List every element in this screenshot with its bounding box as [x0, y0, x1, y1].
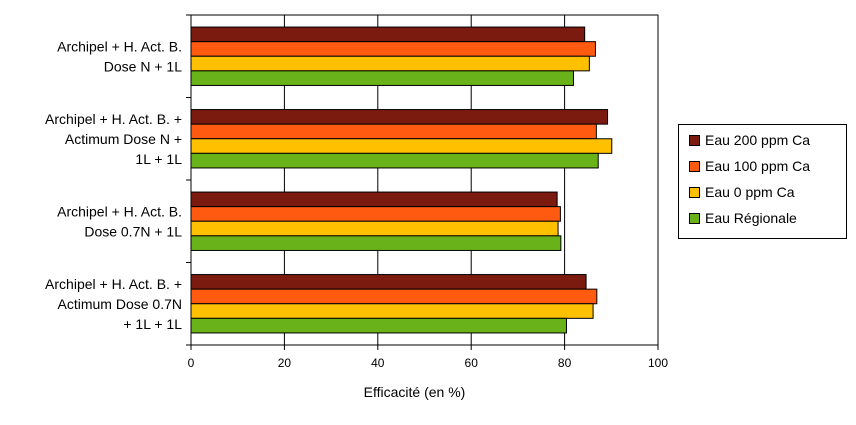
category-label: Dose 0.7N + 1L [84, 223, 182, 239]
x-axis-title: Efficacité (en %) [364, 384, 466, 400]
bar [190, 206, 561, 222]
legend-swatch [689, 186, 700, 198]
legend-item-eau-100: Eau 100 ppm Ca [689, 156, 810, 176]
x-tick-label: 20 [278, 356, 292, 370]
bar [190, 123, 597, 140]
bar [190, 317, 567, 334]
category-label: Archipel + H. Act. B. + [45, 276, 182, 292]
category-label: + 1L + 1L [123, 316, 182, 332]
bar [190, 288, 598, 305]
bar [190, 41, 596, 57]
category-label: Archipel + H. Act. B. [57, 38, 182, 54]
category-label: Archipel + H. Act. B. + [45, 111, 182, 127]
category-label: Dose N + 1L [104, 58, 182, 74]
legend-label: Eau 100 ppm Ca [705, 158, 811, 174]
bar [190, 274, 587, 290]
legend-label: Eau 200 ppm Ca [705, 132, 811, 148]
legend-swatch [689, 212, 700, 224]
bar [190, 303, 594, 319]
category-label: Actimum Dose N + [65, 131, 182, 147]
x-tick-label: 100 [648, 356, 668, 370]
bar [190, 235, 562, 251]
x-tick-label: 40 [371, 356, 385, 370]
bar [190, 138, 613, 154]
legend-label: Eau Régionale [705, 210, 797, 226]
bar [190, 70, 574, 86]
legend-swatch [689, 160, 700, 172]
category-label: Archipel + H. Act. B. [57, 203, 182, 219]
x-tick-label: 0 [188, 356, 195, 370]
x-tick-label: 80 [558, 356, 572, 370]
category-label: 1L + 1L [135, 151, 182, 167]
bar [190, 220, 559, 237]
bar [190, 26, 586, 43]
bar [190, 55, 590, 72]
x-tick-label: 60 [465, 356, 479, 370]
legend-swatch [689, 134, 700, 146]
legend-item-eau-regionale: Eau Régionale [689, 208, 797, 228]
legend-item-eau-0: Eau 0 ppm Ca [689, 182, 795, 202]
category-label: Actimum Dose 0.7N [58, 296, 182, 312]
legend-label: Eau 0 ppm Ca [705, 184, 795, 200]
legend-item-eau-200: Eau 200 ppm Ca [689, 130, 810, 150]
legend: Eau 200 ppm Ca Eau 100 ppm Ca Eau 0 ppm … [678, 124, 847, 239]
bar [190, 152, 599, 169]
bar [190, 191, 558, 208]
bar [190, 109, 609, 125]
